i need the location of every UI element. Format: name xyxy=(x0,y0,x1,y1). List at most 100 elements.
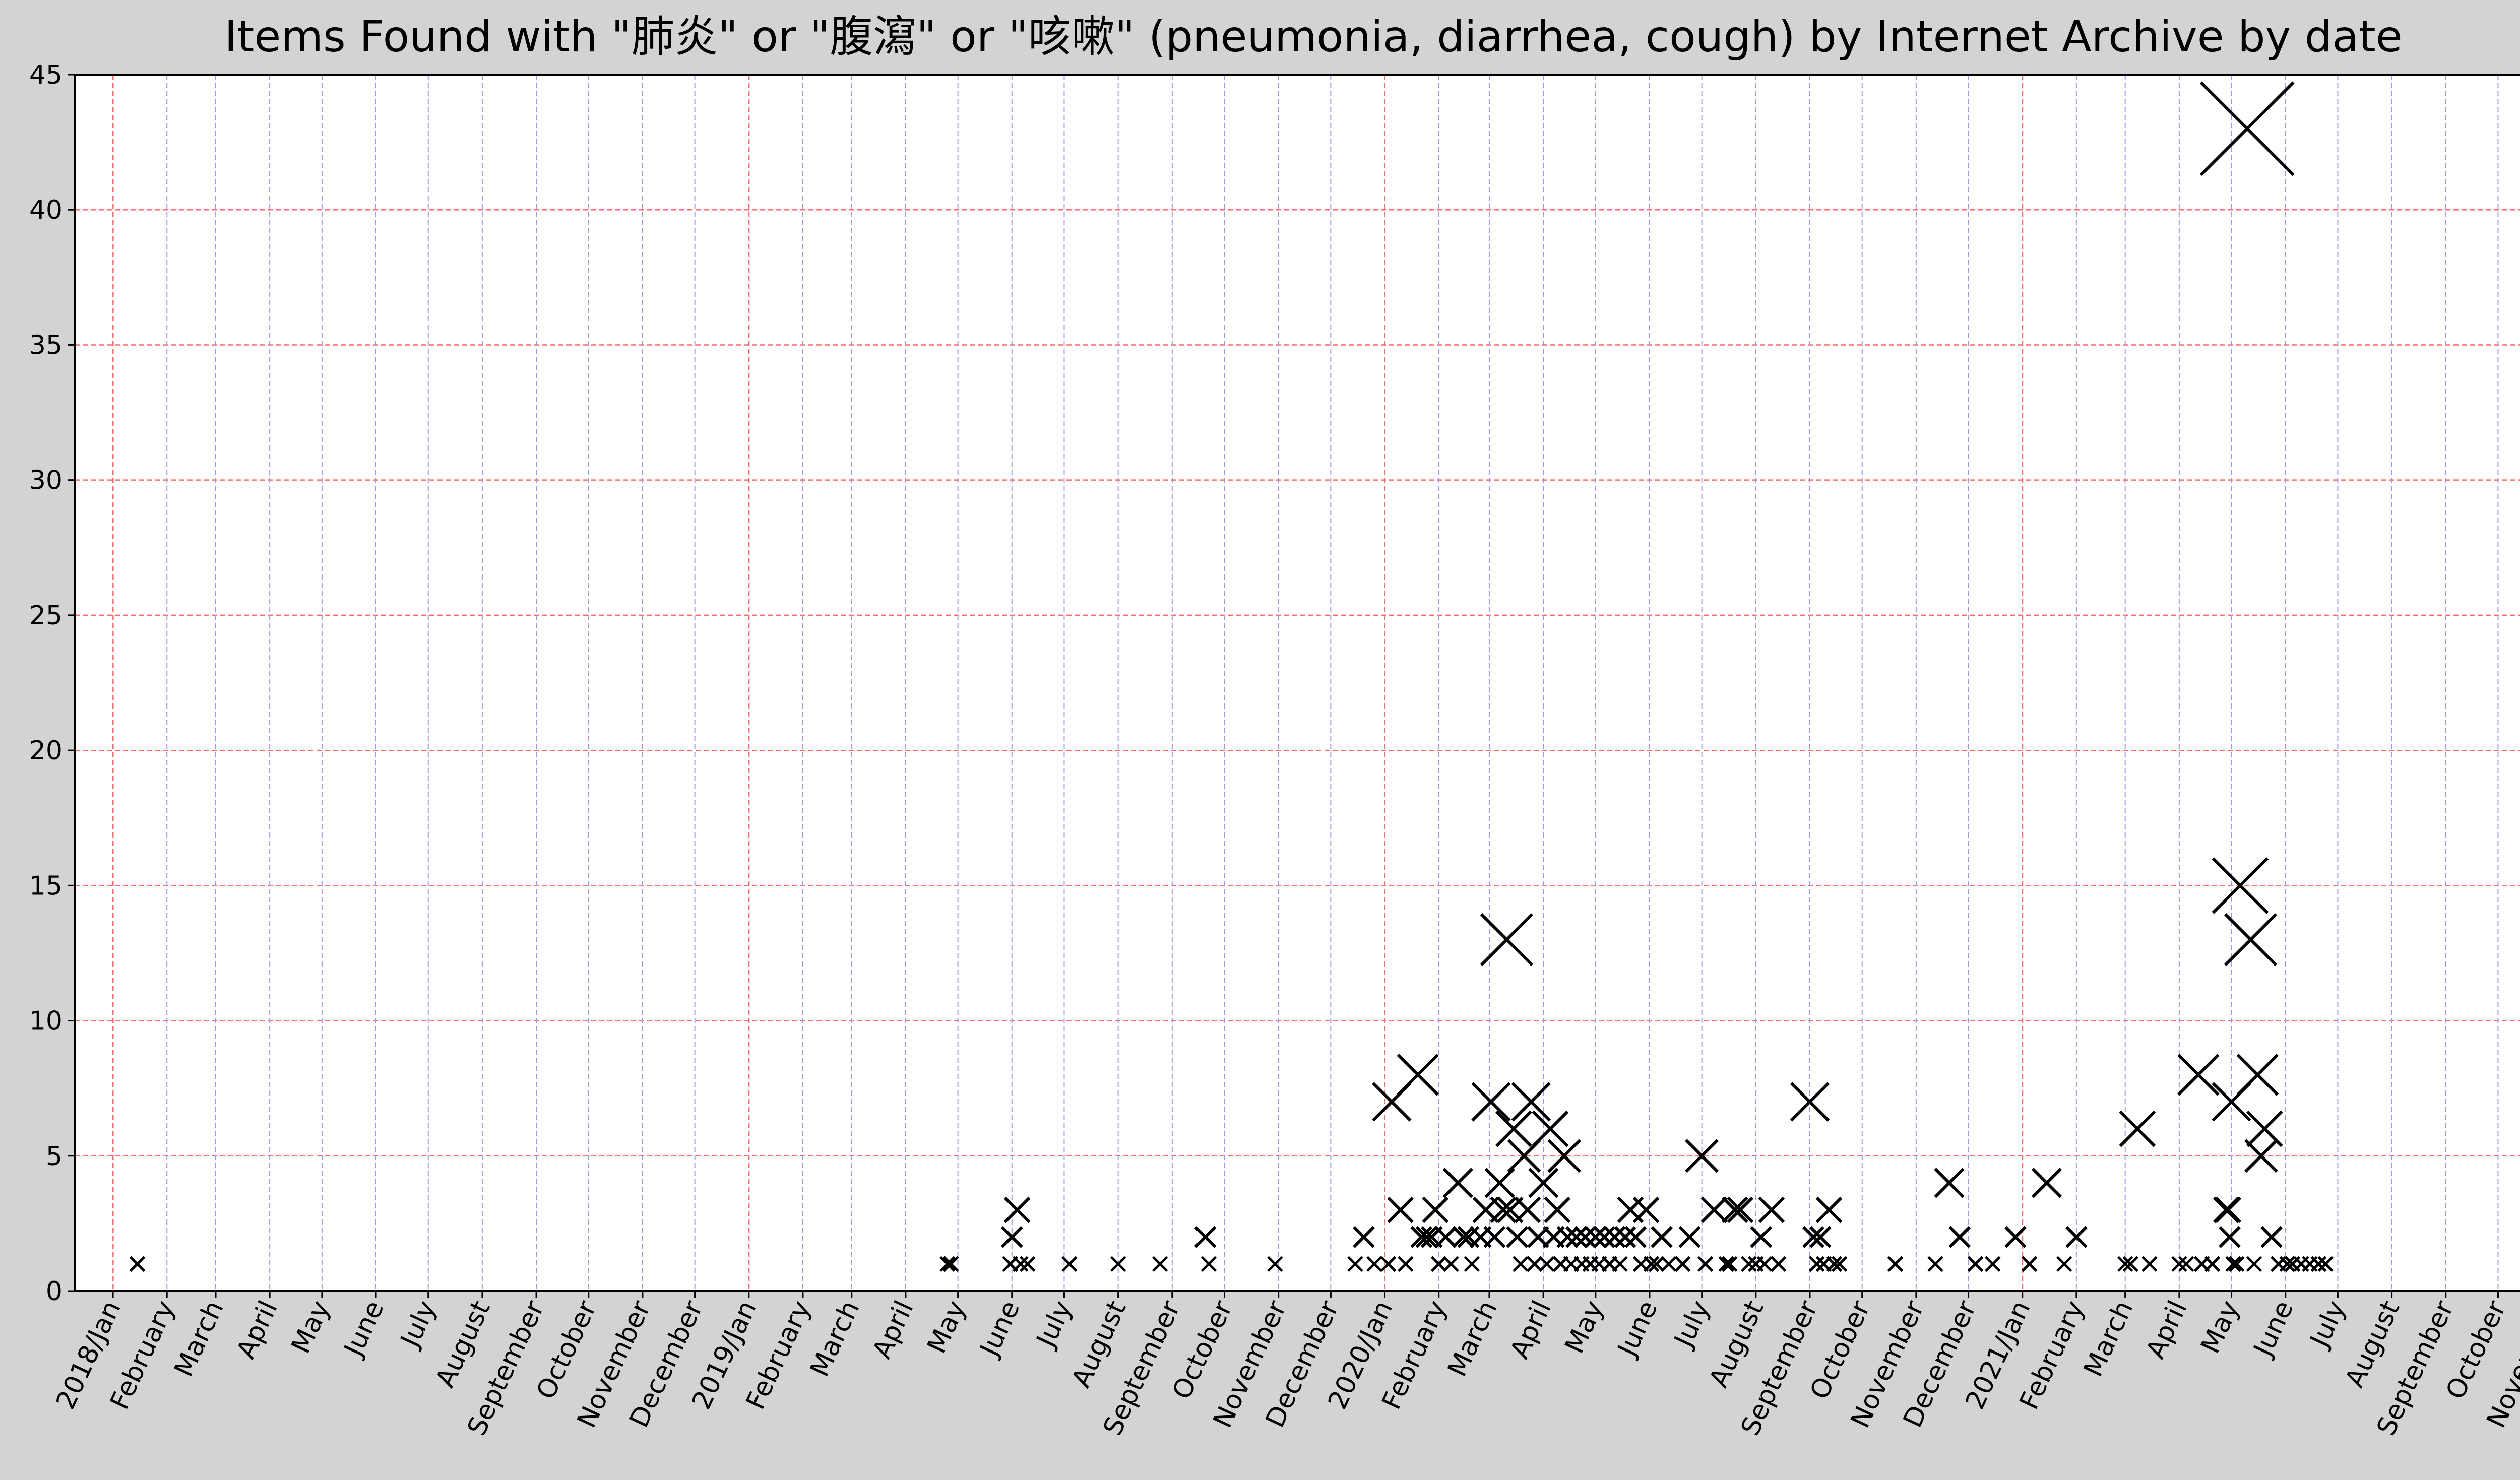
data-point xyxy=(2246,1256,2262,1272)
data-point xyxy=(1756,1256,1773,1272)
data-point xyxy=(1532,1110,1569,1147)
data-point xyxy=(1771,1256,1787,1272)
data-point xyxy=(2236,1054,2279,1096)
data-point-stroke xyxy=(1632,1196,1660,1224)
data-point-stroke xyxy=(1480,913,1534,967)
data-point xyxy=(1685,1139,1719,1173)
y-tick-label: 10 xyxy=(29,1006,62,1037)
data-point-stroke xyxy=(1584,1226,1607,1248)
data-point xyxy=(1452,1226,1475,1248)
data-point-stroke xyxy=(2004,1226,2027,1248)
data-point xyxy=(1020,1256,1036,1272)
data-point-stroke xyxy=(1809,1226,1832,1248)
data-point xyxy=(1003,1196,1031,1224)
data-point-stroke xyxy=(2236,1054,2279,1096)
y-tick-label: 30 xyxy=(29,466,62,496)
data-point-stroke xyxy=(2212,857,2269,914)
data-point-stroke xyxy=(1661,1256,1677,1272)
data-point xyxy=(1985,1256,2001,1272)
data-point xyxy=(2065,1226,2088,1248)
data-point-stroke xyxy=(1674,1256,1691,1272)
data-point-stroke xyxy=(1547,1139,1582,1173)
data-point-stroke xyxy=(1483,1226,1506,1248)
data-point-stroke xyxy=(1527,1256,1543,1272)
data-point-stroke xyxy=(1741,1256,1757,1272)
data-point-stroke xyxy=(1649,1256,1665,1272)
data-point-stroke xyxy=(1831,1256,1848,1272)
data-point xyxy=(939,1256,956,1272)
data-point-stroke xyxy=(1718,1256,1734,1272)
data-point xyxy=(1387,1196,1414,1224)
y-tick-label: 20 xyxy=(29,736,62,766)
data-point xyxy=(1201,1256,1217,1272)
data-point-stroke xyxy=(1490,1196,1517,1224)
chart-title: Items Found with "肺炎" or "腹瀉" or "咳嗽" (p… xyxy=(224,12,2402,62)
data-point-stroke xyxy=(2279,1256,2295,1272)
data-point xyxy=(1415,1226,1438,1248)
data-point xyxy=(1410,1226,1433,1248)
data-point xyxy=(1434,1226,1457,1248)
data-point xyxy=(2317,1256,2334,1272)
data-point xyxy=(2021,1256,2038,1272)
data-point-stroke xyxy=(2246,1256,2262,1272)
data-point-stroke xyxy=(1513,1256,1529,1272)
data-point-stroke xyxy=(1612,1256,1628,1272)
y-tick-label: 0 xyxy=(46,1276,62,1307)
data-point-stroke xyxy=(2122,1256,2138,1272)
data-point-stroke xyxy=(1758,1196,1785,1224)
data-point-stroke xyxy=(1574,1226,1596,1248)
data-point xyxy=(1527,1256,1543,1272)
data-points xyxy=(129,81,2334,1272)
data-point-stroke xyxy=(1565,1226,1588,1248)
data-point-stroke xyxy=(1887,1256,1904,1272)
data-point-stroke xyxy=(1750,1226,1773,1248)
data-point-stroke xyxy=(1410,1226,1433,1248)
data-point xyxy=(2004,1226,2027,1248)
y-tick-label: 25 xyxy=(29,601,62,631)
data-point xyxy=(1727,1196,1754,1224)
data-point-stroke xyxy=(1511,1082,1551,1122)
data-point-stroke xyxy=(2021,1256,2038,1272)
data-point xyxy=(1347,1256,1363,1272)
data-point-stroke xyxy=(2177,1054,2220,1096)
data-point xyxy=(2141,1256,2158,1272)
data-point xyxy=(2225,1256,2241,1272)
data-point xyxy=(1380,1256,1397,1272)
data-point xyxy=(1110,1256,1126,1272)
data-point-stroke xyxy=(2310,1256,2327,1272)
data-point-stroke xyxy=(1353,1226,1375,1248)
data-point-stroke xyxy=(1722,1256,1738,1272)
data-point-stroke xyxy=(2260,1226,2283,1248)
data-point-stroke xyxy=(943,1256,959,1272)
data-point-stroke xyxy=(2225,1256,2241,1272)
data-point-stroke xyxy=(1003,1196,1031,1224)
data-point xyxy=(1513,1256,1529,1272)
data-point-stroke xyxy=(1000,1226,1023,1248)
data-point-stroke xyxy=(1756,1256,1773,1272)
data-point xyxy=(2279,1256,2295,1272)
data-point xyxy=(1511,1082,1551,1122)
data-point-stroke xyxy=(1685,1139,1719,1173)
data-point xyxy=(1194,1226,1217,1248)
data-point-stroke xyxy=(2246,1110,2283,1147)
data-point xyxy=(1539,1256,1555,1272)
data-point xyxy=(2224,913,2278,967)
data-point-stroke xyxy=(2117,1256,2133,1272)
data-point xyxy=(2178,1256,2194,1272)
data-point xyxy=(129,1256,146,1272)
grid xyxy=(75,75,2520,1291)
data-point-stroke xyxy=(1397,1054,1439,1096)
data-point xyxy=(1948,1226,1971,1248)
data-point xyxy=(1809,1226,1832,1248)
data-point xyxy=(1366,1256,1382,1272)
y-tick-label: 35 xyxy=(29,330,62,360)
data-point-stroke xyxy=(1643,1256,1660,1272)
data-point xyxy=(2204,1256,2221,1272)
data-point xyxy=(1643,1256,1660,1272)
data-point xyxy=(2119,1110,2156,1147)
data-point xyxy=(1267,1256,1283,1272)
data-point-stroke xyxy=(2119,1110,2156,1147)
data-point xyxy=(1678,1226,1701,1248)
data-point-stroke xyxy=(1651,1226,1673,1248)
data-point-stroke xyxy=(2219,1226,2241,1248)
